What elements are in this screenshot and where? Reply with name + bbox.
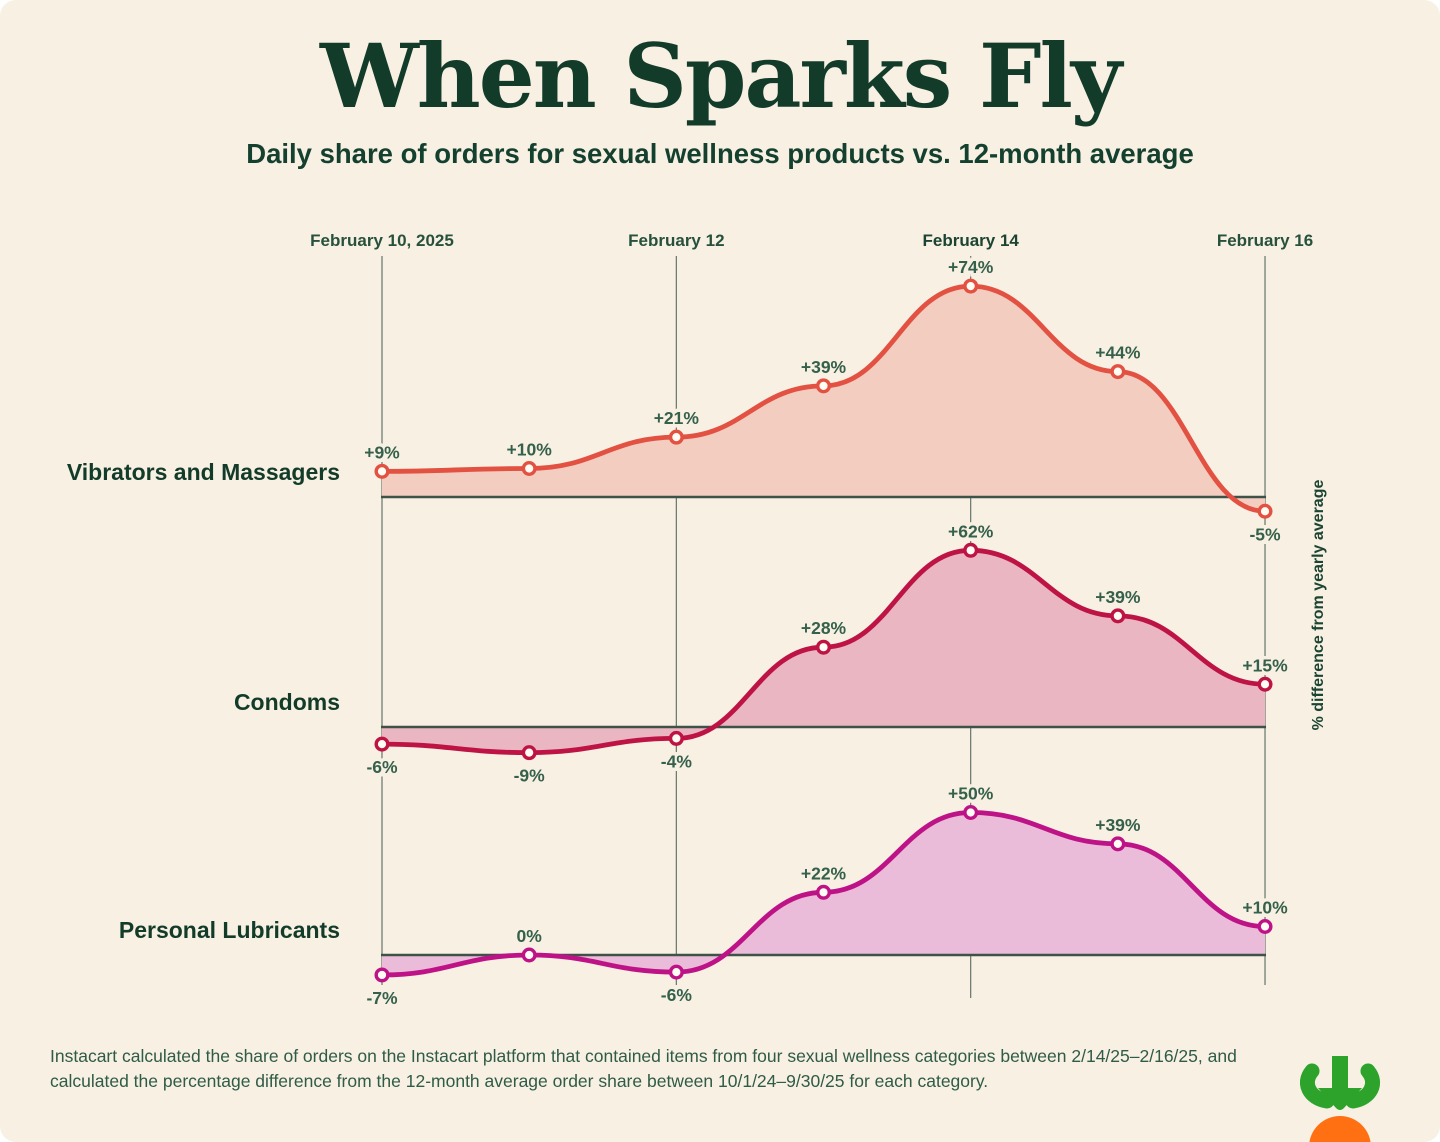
data-point (521, 461, 537, 477)
value-label: -6% (366, 757, 398, 777)
data-point (1110, 608, 1126, 624)
data-point (1110, 836, 1126, 852)
data-point (963, 278, 979, 294)
carrot-body-icon (1309, 1116, 1371, 1142)
series-vibrators-and-massagers: +9% +10% +21% +39% +74% +44% -5% Vibrators and … (67, 254, 1285, 548)
data-point (668, 730, 684, 746)
value-label: -4% (661, 751, 693, 771)
value-label: +39% (1095, 587, 1141, 607)
data-point (521, 947, 537, 963)
value-label: +21% (654, 408, 700, 428)
value-label: 0% (517, 926, 543, 946)
value-label: +10% (1242, 898, 1288, 918)
data-point (1110, 364, 1126, 380)
value-label: +44% (1095, 343, 1141, 363)
series-name-label: Vibrators and Massagers (67, 459, 340, 485)
data-point (668, 429, 684, 445)
value-label: +39% (1095, 815, 1141, 835)
data-point (1257, 919, 1273, 935)
instacart-carrot-logo (1300, 1056, 1380, 1142)
value-label: +9% (364, 442, 400, 462)
value-label: +22% (801, 863, 847, 883)
data-point (374, 463, 390, 479)
data-point (374, 736, 390, 752)
value-label: -5% (1249, 524, 1281, 544)
value-label: +62% (948, 521, 994, 541)
value-label: -6% (661, 985, 693, 1005)
series-personal-lubricants: -7% 0% -6% +22% +50% +39% +10% Personal Lubrica… (119, 780, 1292, 1011)
date-label: February 16 (1217, 231, 1313, 250)
value-label: +15% (1242, 655, 1288, 675)
methodology-footnote: Instacart calculated the share of orders… (50, 1046, 1237, 1091)
data-point (963, 805, 979, 821)
header: When Sparks Fly Daily share of orders fo… (0, 0, 1440, 170)
data-point (521, 745, 537, 761)
data-point (816, 884, 832, 900)
data-point (816, 639, 832, 655)
page-subtitle: Daily share of orders for sexual wellnes… (246, 138, 1194, 170)
value-label: +50% (948, 784, 994, 804)
data-point (963, 542, 979, 558)
series-name-label: Personal Lubricants (119, 917, 340, 943)
value-label: +28% (801, 618, 847, 638)
value-label: +74% (948, 257, 994, 277)
page-title: When Sparks Fly (319, 24, 1122, 128)
carrot-arrow-head-icon (1318, 1088, 1362, 1110)
carrot-arrow-stem (1332, 1056, 1348, 1090)
series-area-fill (382, 286, 1266, 512)
value-label: -7% (366, 988, 398, 1008)
value-label: +39% (801, 357, 847, 377)
series-line (379, 283, 1268, 514)
data-point (1257, 503, 1273, 519)
series-condoms: -6% -9% -4% +28% +62% +39% +15% Condoms (234, 518, 1292, 789)
data-point (374, 967, 390, 983)
date-label: February 10, 2025 (310, 231, 454, 250)
data-point (668, 964, 684, 980)
date-label: February 14 (922, 231, 1019, 250)
carrot-leaf-left-icon (1300, 1063, 1335, 1109)
series-name-label: Condoms (234, 689, 340, 715)
data-point (1257, 676, 1273, 692)
date-label: February 12 (628, 231, 724, 250)
value-label: -9% (514, 766, 546, 786)
value-label: +10% (507, 440, 553, 460)
y-axis-label: % difference from yearly average (1310, 480, 1327, 731)
carrot-leaf-right-icon (1345, 1063, 1380, 1109)
data-point (816, 378, 832, 394)
